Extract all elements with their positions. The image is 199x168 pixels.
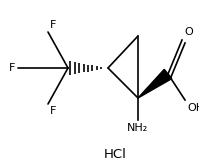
Text: NH₂: NH₂	[127, 123, 149, 133]
Text: HCl: HCl	[103, 149, 126, 161]
Polygon shape	[138, 69, 172, 98]
Text: F: F	[50, 106, 56, 116]
Text: O: O	[184, 27, 193, 37]
Text: OH: OH	[187, 103, 199, 113]
Text: F: F	[50, 20, 56, 30]
Text: F: F	[9, 63, 15, 73]
